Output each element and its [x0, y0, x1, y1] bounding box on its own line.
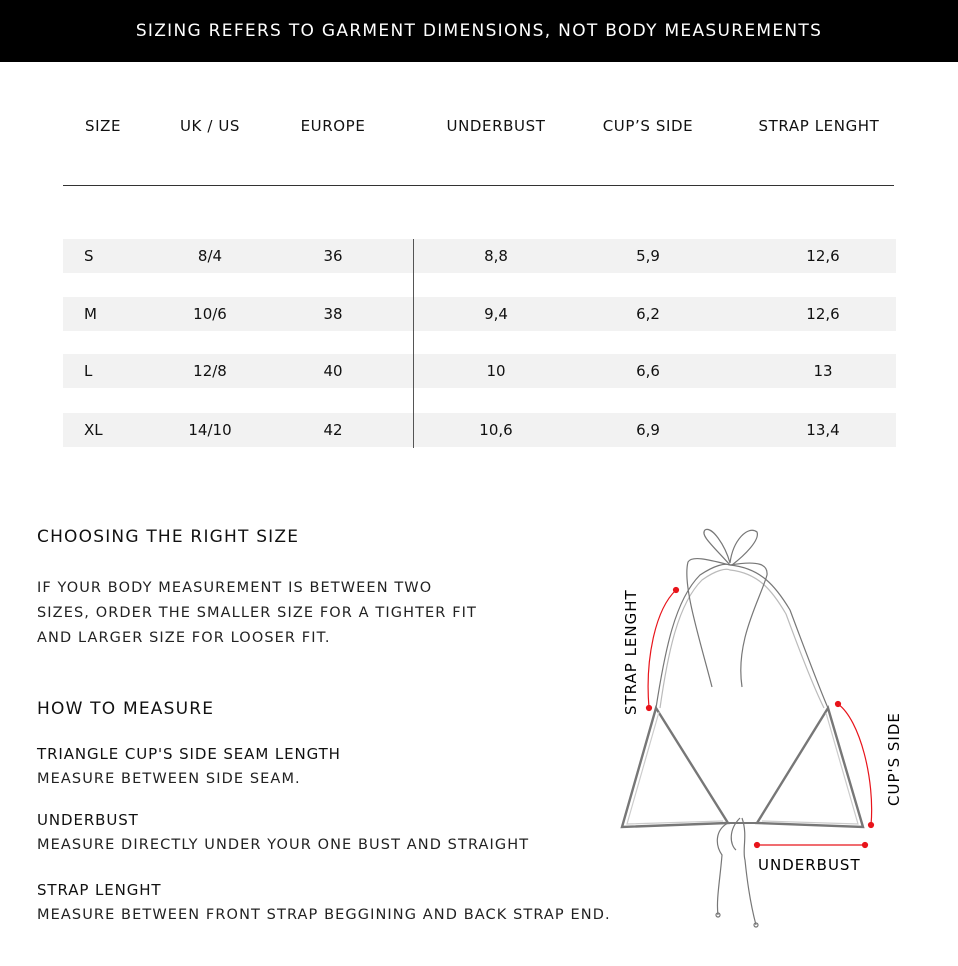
measure-markers — [645, 586, 875, 849]
table-cell: 13 — [813, 362, 833, 380]
strap-length-label: STRAP LENGHT — [622, 589, 640, 715]
table-cell: 36 — [323, 247, 343, 265]
measure-item-title: UNDERBUST — [37, 811, 139, 829]
table-row: XL 14/10 42 10,6 6,9 13,4 — [63, 413, 896, 447]
header-underbust: UNDERBUST — [446, 117, 546, 135]
header-strap-length: STRAP LENGHT — [758, 117, 880, 135]
table-cell: L — [84, 362, 93, 380]
header-europe: EUROPE — [300, 117, 366, 135]
table-row: S 8/4 36 8,8 5,9 12,6 — [63, 239, 896, 273]
header-size: SIZE — [84, 117, 122, 135]
table-cell: 12,6 — [806, 247, 840, 265]
table-cell: 6,2 — [636, 305, 660, 323]
table-cell: M — [84, 305, 97, 323]
strap-length-marker — [647, 589, 677, 709]
table-cell: 40 — [323, 362, 343, 380]
underbust-label: UNDERBUST — [758, 856, 861, 874]
table-cell: XL — [84, 421, 103, 439]
table-cell: 42 — [323, 421, 343, 439]
measure-item-text: MEASURE BETWEEN FRONT STRAP BEGGINING AN… — [37, 907, 611, 923]
header-cups-side: CUP’S SIDE — [602, 117, 694, 135]
cups-side-marker — [837, 703, 873, 826]
table-row: M 10/6 38 9,4 6,2 12,6 — [63, 297, 896, 331]
choosing-text: IF YOUR BODY MEASUREMENT IS BETWEEN TWO … — [37, 576, 477, 651]
measure-item-title: TRIANGLE CUP'S SIDE SEAM LENGTH — [37, 745, 341, 763]
table-cell: 10 — [486, 362, 506, 380]
header-uk-us: UK / US — [179, 117, 241, 135]
banner-text: SIZING REFERS TO GARMENT DIMENSIONS, NOT… — [135, 21, 823, 41]
table-cell: 8/4 — [197, 247, 223, 265]
table-cell: 12/8 — [193, 362, 227, 380]
table-cell: 14/10 — [188, 421, 232, 439]
table-cell: 9,4 — [484, 305, 508, 323]
bikini-top-drawing — [620, 528, 865, 928]
table-cell: 12,6 — [806, 305, 840, 323]
column-divider — [413, 239, 414, 448]
measure-item-text: MEASURE BETWEEN SIDE SEAM. — [37, 771, 301, 787]
choosing-line: AND LARGER SIZE FOR LOOSER FIT. — [37, 630, 331, 646]
header-rule — [63, 185, 894, 186]
table-cell: 5,9 — [636, 247, 660, 265]
choosing-line: SIZES, ORDER THE SMALLER SIZE FOR A TIGH… — [37, 605, 477, 621]
table-cell: 8,8 — [484, 247, 508, 265]
cups-side-label: CUP'S SIDE — [885, 712, 903, 806]
table-row: L 12/8 40 10 6,6 13 — [63, 354, 896, 388]
table-cell: 6,9 — [636, 421, 660, 439]
banner: SIZING REFERS TO GARMENT DIMENSIONS, NOT… — [0, 0, 958, 62]
table-cell: 6,6 — [636, 362, 660, 380]
choosing-title: CHOOSING THE RIGHT SIZE — [37, 527, 300, 547]
table-cell: 38 — [323, 305, 343, 323]
measure-item-text: MEASURE DIRECTLY UNDER YOUR ONE BUST AND… — [37, 837, 530, 853]
table-cell: 10/6 — [193, 305, 227, 323]
table-cell: S — [84, 247, 94, 265]
measure-title: HOW TO MEASURE — [37, 699, 215, 719]
table-cell: 13,4 — [806, 421, 840, 439]
table-cell: 10,6 — [479, 421, 513, 439]
choosing-line: IF YOUR BODY MEASUREMENT IS BETWEEN TWO — [37, 580, 433, 596]
measure-item-title: STRAP LENGHT — [37, 881, 162, 899]
